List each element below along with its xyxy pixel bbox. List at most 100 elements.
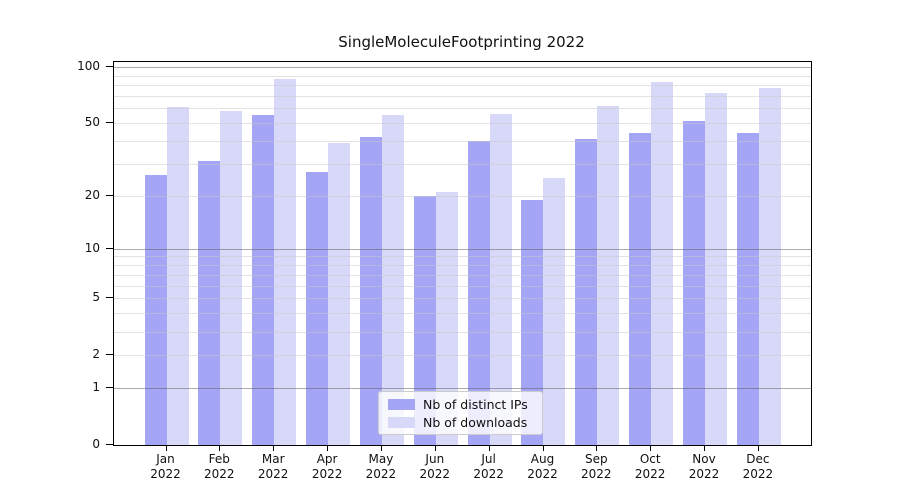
y-tick-label-10: 10: [84, 240, 100, 255]
bar-may-series1: [381, 115, 404, 445]
x-tick-label-may: May 2022: [351, 452, 411, 482]
gridline-minor-9: [114, 256, 811, 258]
legend-entry-downloads: Nb of downloads: [388, 416, 533, 429]
x-tick-month-may: May: [368, 452, 394, 466]
x-tick-label-jul: Jul 2022: [459, 452, 519, 482]
x-tick-month-apr: Apr: [316, 452, 338, 466]
bar-nov-series1: [705, 92, 727, 445]
x-tick-month-jan: Jan: [156, 452, 175, 466]
x-tick-label-aug: Aug 2022: [513, 452, 573, 482]
x-tick-month-jun: Jun: [425, 452, 445, 466]
legend-entry-distinct-ips: Nb of distinct IPs: [388, 398, 533, 411]
x-tick-year-oct: 2022: [634, 467, 666, 481]
gridline-minor-70: [114, 95, 811, 97]
x-tick-month-feb: Feb: [208, 452, 230, 466]
x-tick-label-sep: Sep 2022: [566, 452, 626, 482]
legend-label-distinct-ips: Nb of distinct IPs: [423, 396, 528, 412]
legend-swatch-downloads: [388, 416, 415, 428]
x-tick-label-dec: Dec 2022: [728, 452, 788, 482]
x-tick-dec: [757, 445, 760, 451]
x-tick-label-jan: Jan 2022: [136, 452, 196, 482]
gridline-minor-40: [114, 140, 811, 142]
gridline-major-100: [114, 67, 811, 68]
x-tick-year-nov: 2022: [688, 467, 720, 481]
gridline-minor-7: [114, 274, 811, 276]
x-tick-feb: [219, 445, 221, 451]
y-tick-label-1: 1: [92, 380, 100, 395]
bar-jul-series0: [467, 140, 490, 445]
legend: Nb of distinct IPs Nb of downloads: [378, 391, 543, 435]
bar-apr-series1: [328, 142, 351, 445]
bar-jun-series1: [435, 191, 458, 445]
bar-may-series0: [359, 136, 382, 445]
x-tick-month-nov: Nov: [692, 452, 716, 466]
gridline-major-1: [114, 388, 811, 390]
y-tick-5: [106, 297, 113, 299]
gridline-minor-30: [114, 163, 811, 165]
y-tick-label-50: 50: [84, 115, 100, 129]
gridline-minor-60: [114, 108, 811, 110]
gridline-minor-6: [114, 285, 811, 287]
x-tick-month-sep: Sep: [584, 452, 608, 466]
x-tick-jun: [434, 445, 436, 451]
y-tick-0: [106, 444, 113, 446]
bar-nov-series0: [683, 121, 705, 445]
x-tick-label-apr: Apr 2022: [297, 452, 357, 482]
legend-swatch-distinct-ips: [388, 398, 415, 410]
bar-mar-series1: [274, 79, 297, 445]
y-tick-label-0: 0: [92, 437, 100, 451]
x-tick-label-mar: Mar 2022: [243, 452, 303, 482]
x-tick-year-jan: 2022: [150, 467, 181, 481]
gridline-minor-20: [114, 195, 811, 197]
gridline-minor-80: [114, 85, 811, 87]
legend-label-downloads: Nb of downloads: [423, 414, 528, 430]
plot-area: [113, 61, 812, 446]
bar-jan-series1: [166, 107, 189, 445]
bar-feb-series0: [198, 161, 221, 445]
y-tick-label-20: 20: [84, 187, 100, 202]
x-tick-label-jun: Jun 2022: [405, 452, 465, 482]
x-tick-nov: [704, 445, 706, 451]
x-tick-year-sep: 2022: [581, 467, 612, 481]
x-tick-oct: [650, 445, 652, 451]
x-tick-year-dec: 2022: [742, 467, 774, 481]
x-tick-month-jul: Jul: [481, 452, 496, 466]
y-tick-50: [106, 122, 113, 124]
x-tick-label-nov: Nov 2022: [674, 452, 734, 482]
x-tick-jan: [165, 445, 167, 451]
x-tick-year-aug: 2022: [527, 467, 558, 481]
bar-feb-series1: [220, 111, 243, 445]
x-tick-year-jul: 2022: [473, 467, 504, 481]
y-tick-20: [106, 194, 113, 196]
bar-jan-series0: [144, 175, 167, 445]
x-tick-mar: [273, 445, 275, 451]
gridline-minor-4: [114, 313, 811, 315]
x-tick-jul: [488, 445, 490, 451]
y-tick-label-100: 100: [77, 59, 100, 73]
y-tick-label-2: 2: [92, 347, 100, 361]
x-tick-month-aug: Aug: [530, 452, 555, 466]
gridline-minor-8: [114, 265, 811, 266]
gridline-minor-2: [114, 355, 811, 356]
gridline-minor-50: [114, 123, 811, 124]
y-tick-2: [106, 354, 113, 356]
x-tick-may: [380, 445, 383, 451]
bar-sep-series0: [575, 138, 598, 445]
x-tick-year-apr: 2022: [311, 467, 343, 481]
y-tick-10: [106, 247, 113, 249]
x-tick-sep: [596, 445, 598, 451]
chart-title: SingleMoleculeFootprinting 2022: [338, 33, 585, 51]
x-tick-label-feb: Feb 2022: [189, 452, 249, 482]
x-tick-month-dec: Dec: [746, 452, 770, 466]
gridline-major-10: [114, 248, 811, 250]
bar-jul-series1: [489, 113, 512, 445]
x-tick-aug: [542, 445, 544, 451]
bar-oct-series0: [629, 133, 652, 445]
y-tick-label-5: 5: [92, 290, 100, 305]
bar-apr-series0: [306, 172, 329, 445]
bar-aug-series0: [521, 199, 544, 445]
bar-dec-series0: [736, 133, 759, 445]
bar-oct-series1: [651, 82, 674, 445]
bar-aug-series1: [543, 178, 566, 445]
